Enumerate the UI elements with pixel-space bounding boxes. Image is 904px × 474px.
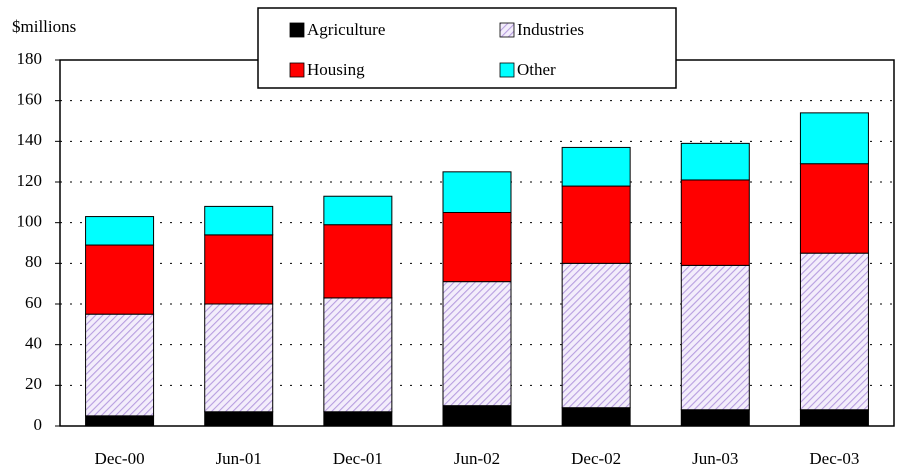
bar-segment — [680, 264, 750, 411]
x-tick-label: Dec-02 — [571, 449, 621, 468]
legend: Agriculture Industries Housing Other — [257, 7, 677, 89]
bar-segment — [442, 281, 512, 407]
y-tick-label: 160 — [17, 90, 43, 109]
y-tick-label: 60 — [25, 293, 42, 312]
y-tick-label: 20 — [25, 374, 42, 393]
x-tick-label: Jun-01 — [216, 449, 262, 468]
x-tick-label: Dec-00 — [95, 449, 145, 468]
bar-segment — [561, 185, 631, 264]
bar-segment — [204, 411, 274, 427]
y-tick-label: 120 — [17, 171, 43, 190]
bar-segment — [680, 409, 750, 427]
bar-segment — [799, 409, 869, 427]
bar-segment — [85, 415, 155, 427]
legend-box — [257, 7, 677, 89]
bar-segment — [561, 407, 631, 427]
y-tick-label: 140 — [17, 130, 43, 149]
legend-label: Industries — [517, 20, 584, 39]
bar-segment — [680, 142, 750, 181]
bar-segment — [85, 313, 155, 417]
y-tick-label: 180 — [17, 49, 43, 68]
y-tick-label: 0 — [34, 415, 43, 434]
bar-segment — [680, 179, 750, 266]
y-tick-label: 100 — [17, 212, 43, 231]
bar-segment — [85, 216, 155, 246]
y-axis-label: $millions — [12, 17, 76, 36]
bar-segment — [204, 303, 274, 413]
x-tick-label: Jun-03 — [692, 449, 738, 468]
legend-swatch — [499, 62, 515, 78]
legend-label: Other — [517, 60, 556, 79]
bar-segment — [323, 411, 393, 427]
y-tick-label: 80 — [25, 252, 42, 271]
bar-segment — [323, 297, 393, 413]
bar-segment — [85, 244, 155, 315]
bar-segment — [323, 195, 393, 226]
bar-segment — [442, 171, 512, 213]
legend-label: Agriculture — [307, 20, 385, 39]
legend-swatch — [289, 62, 305, 78]
bar-segment — [799, 112, 869, 165]
legend-swatch — [289, 22, 305, 38]
x-tick-label: Dec-01 — [333, 449, 383, 468]
bar-segment — [561, 146, 631, 187]
bar-segment — [442, 405, 512, 427]
bar-segment — [799, 252, 869, 411]
y-tick-label: 40 — [25, 334, 42, 353]
bar-segment — [442, 212, 512, 283]
x-tick-label: Dec-03 — [809, 449, 859, 468]
legend-swatch — [499, 22, 515, 38]
bar-segment — [323, 224, 393, 299]
bar-segment — [204, 234, 274, 305]
bar-segment — [799, 163, 869, 254]
x-tick-label: Jun-02 — [454, 449, 500, 468]
bar-segment — [561, 262, 631, 409]
legend-label: Housing — [307, 60, 365, 79]
bar-segment — [204, 205, 274, 236]
